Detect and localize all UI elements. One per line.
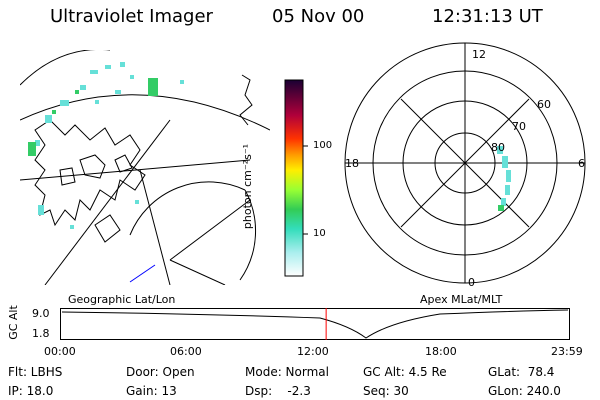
ip-info: IP: 18.0 [8,384,54,398]
mlt-label-0: 0 [468,276,475,289]
glon-info: GLon: 240.0 [488,384,561,398]
x-tick-1200: 12:00 [297,345,329,358]
flt-info: Flt: LBHS [8,365,63,379]
date-label: 05 Nov 00 [272,6,365,27]
mode-info: Mode: Normal [245,365,329,379]
geographic-map [20,50,270,285]
colorbar [284,79,308,277]
colorbar-tick-100: 100 [313,140,333,151]
orbit-altitude-plot [60,308,570,340]
gc-alt-axis-title: GC Alt [6,305,20,340]
colorbar-unit-label: photon cm⁻²s⁻¹ [241,143,255,230]
instrument-title: Ultraviolet Imager [50,6,213,27]
y-tick-9: 9.0 [32,307,50,320]
x-tick-1800: 18:00 [425,345,457,358]
x-tick-2359: 23:59 [551,345,583,358]
geographic-caption: Geographic Lat/Lon [68,293,176,306]
mlt-label-6: 6 [578,157,585,170]
lat-label-80: 80 [491,141,505,154]
gain-info: Gain: 13 [126,384,177,398]
seq-info: Seq: 30 [363,384,409,398]
x-tick-0600: 06:00 [170,345,202,358]
glat-info: GLat: 78.4 [488,365,555,379]
mlt-label-12: 12 [472,48,486,61]
dsp-info: Dsp: -2.3 [245,384,311,398]
lat-label-70: 70 [512,120,526,133]
time-label: 12:31:13 UT [432,6,543,27]
polar-plot [344,42,586,284]
apex-caption: Apex MLat/MLT [420,293,503,306]
colorbar-tick-10: 10 [313,228,326,239]
door-info: Door: Open [126,365,195,379]
mlt-label-18: 18 [345,157,359,170]
x-tick-0000: 00:00 [44,345,76,358]
gcalt-info: GC Alt: 4.5 Re [363,365,447,379]
lat-label-60: 60 [537,98,551,111]
y-tick-1-8: 1.8 [32,327,50,340]
